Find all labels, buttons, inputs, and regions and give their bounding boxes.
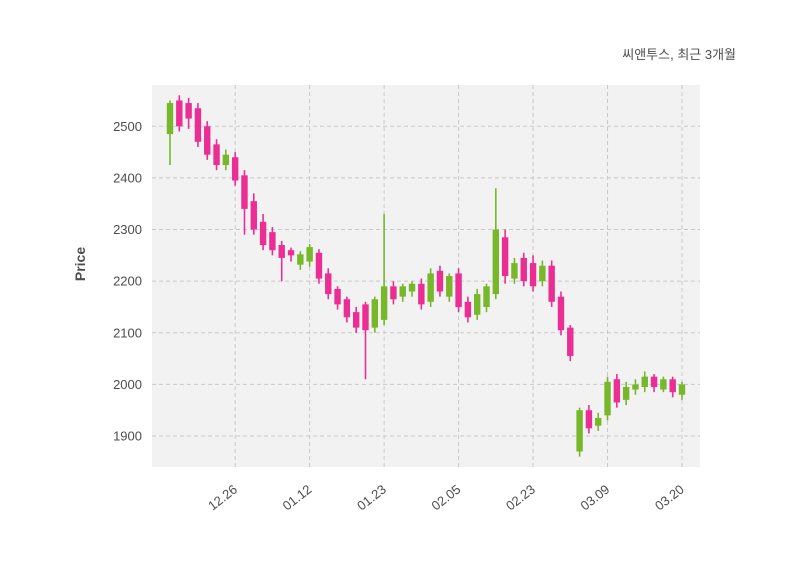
chart-title: 씨앤투스, 최근 3개월	[622, 47, 736, 62]
candle-body	[297, 254, 304, 265]
candle-body	[604, 381, 611, 416]
candle-body	[278, 245, 285, 258]
candle-body	[259, 221, 267, 246]
candle-body	[408, 283, 416, 292]
x-tick-label: 01.23	[354, 482, 389, 514]
candle-body	[315, 252, 323, 279]
candle-body	[399, 286, 406, 297]
candle-body	[436, 270, 444, 292]
x-tick-label: 02.05	[429, 482, 464, 514]
candle-body	[669, 379, 676, 393]
candle-body	[492, 229, 500, 295]
candle-body	[352, 312, 360, 328]
y-tick-label: 2300	[113, 222, 142, 237]
candle-body	[539, 265, 546, 282]
candle-body	[380, 286, 388, 320]
candle-body	[241, 175, 248, 209]
y-tick-label: 2500	[113, 119, 142, 134]
candle-body	[222, 154, 230, 166]
candle-body	[390, 286, 397, 300]
candle-body	[520, 257, 527, 282]
x-tick-label: 12.26	[205, 482, 240, 514]
candle-body	[446, 276, 453, 297]
candle-body	[250, 201, 257, 230]
candle-body	[455, 273, 462, 307]
candle-body	[501, 237, 509, 276]
candle-body	[231, 157, 239, 181]
candle-body	[176, 100, 183, 127]
candle-body	[269, 232, 276, 251]
candle-body	[576, 410, 583, 452]
candle-body	[194, 108, 202, 142]
candle-body	[371, 299, 378, 328]
y-tick-label: 2000	[113, 377, 142, 392]
candle-body	[287, 250, 295, 256]
candle-body	[641, 376, 648, 387]
candle-body	[325, 273, 332, 295]
candle-body	[622, 386, 630, 400]
candle-body	[306, 247, 313, 262]
candle-body	[427, 273, 434, 302]
candle-body	[632, 384, 639, 390]
x-tick-label: 01.12	[280, 482, 315, 514]
x-tick-label: 03.09	[577, 482, 612, 514]
candle-body	[548, 265, 555, 302]
candle-body	[166, 103, 174, 135]
y-tick-label: 2400	[113, 170, 142, 185]
candle-body	[529, 263, 537, 287]
y-tick-label: 2200	[113, 274, 142, 289]
candle-body	[418, 283, 425, 305]
candle-body	[678, 384, 686, 395]
candle-body	[213, 144, 220, 166]
candle-body	[567, 327, 574, 357]
candle-body	[464, 301, 472, 318]
candle-body	[204, 126, 211, 155]
plot-background	[152, 85, 700, 467]
y-tick-label: 2100	[113, 325, 142, 340]
x-tick-label: 02.23	[503, 482, 538, 514]
candle-body	[343, 299, 351, 318]
x-tick-label: 03.20	[652, 482, 687, 514]
candle-body	[185, 103, 192, 119]
candle-body	[483, 286, 490, 307]
candle-body	[474, 294, 481, 315]
candle-body	[557, 296, 565, 331]
candle-body	[660, 379, 667, 390]
candle-body	[511, 263, 518, 279]
candle-body	[362, 304, 369, 331]
y-tick-label: 1900	[113, 429, 142, 444]
candle-body	[334, 288, 341, 305]
candle-body	[585, 410, 593, 429]
candle-body	[595, 417, 602, 426]
candle-body	[650, 376, 658, 387]
candle-body	[613, 379, 621, 403]
